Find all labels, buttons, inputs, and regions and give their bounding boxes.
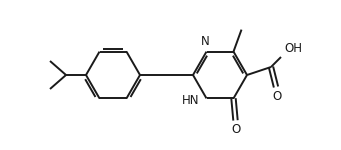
Text: N: N — [201, 35, 210, 48]
Text: HN: HN — [182, 94, 199, 107]
Text: O: O — [232, 123, 241, 136]
Text: O: O — [272, 90, 282, 103]
Text: OH: OH — [284, 42, 302, 55]
